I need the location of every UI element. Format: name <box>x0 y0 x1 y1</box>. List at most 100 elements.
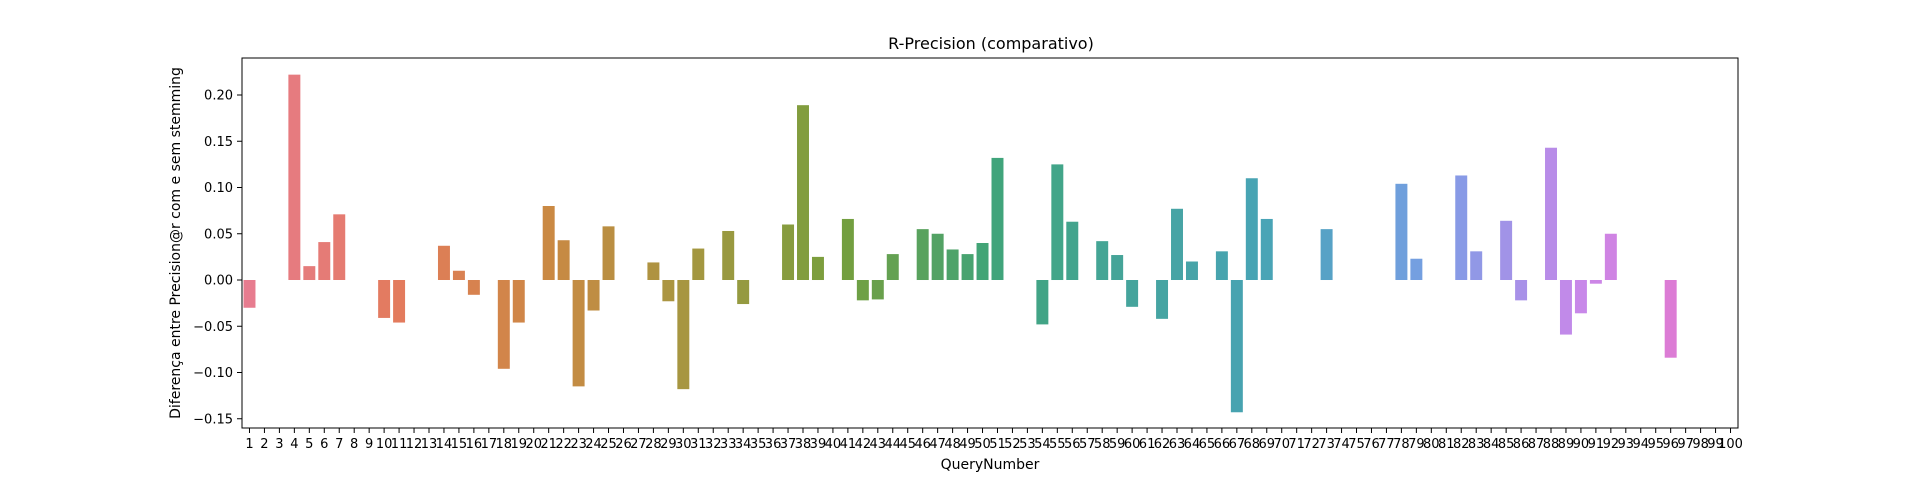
x-tick-label-92: 92 <box>1603 437 1620 452</box>
x-tick-label-35: 35 <box>750 437 767 452</box>
bar-query-47 <box>931 233 944 280</box>
x-tick-label-71: 71 <box>1288 437 1305 452</box>
x-tick-label-69: 69 <box>1258 437 1275 452</box>
x-axis: 1 2 3 4 5 6 7 8 9 1011121314151617181920212223242… <box>245 428 1743 452</box>
bar-query-92 <box>1604 233 1617 280</box>
x-tick-label-64: 64 <box>1184 437 1201 452</box>
bar-query-46 <box>916 229 929 281</box>
x-tick-label-2: 2 <box>260 437 268 452</box>
x-tick-label-44: 44 <box>884 437 901 452</box>
bar-query-39 <box>811 256 824 281</box>
bar-query-19 <box>512 280 525 323</box>
bar-query-54 <box>1036 280 1049 325</box>
bar-query-56 <box>1066 221 1079 280</box>
x-tick-label-32: 32 <box>705 437 722 452</box>
x-tick-label-25: 25 <box>600 437 617 452</box>
x-tick-label-60: 60 <box>1124 437 1141 452</box>
bar-query-21 <box>542 206 555 280</box>
x-tick-label-94: 94 <box>1632 437 1649 452</box>
x-tick-label-52: 52 <box>1004 437 1021 452</box>
x-tick-label-6: 6 <box>320 437 328 452</box>
x-tick-label-95: 95 <box>1647 437 1664 452</box>
bar-query-59 <box>1111 255 1124 280</box>
x-tick-label-43: 43 <box>870 437 887 452</box>
x-tick-label-62: 62 <box>1154 437 1171 452</box>
bar-query-28 <box>647 262 660 280</box>
y-tick-label: 0.15 <box>204 135 233 150</box>
bar-query-89 <box>1559 280 1572 335</box>
bar-query-18 <box>497 280 510 369</box>
bar-query-49 <box>961 254 974 280</box>
x-tick-label-39: 39 <box>810 437 827 452</box>
x-tick-label-96: 96 <box>1662 437 1679 452</box>
bar-query-34 <box>737 280 750 305</box>
chart-title: R-Precision (comparativo) <box>888 34 1094 53</box>
x-tick-label-85: 85 <box>1498 437 1515 452</box>
y-tick-label: −0.05 <box>193 320 233 335</box>
bar-query-33 <box>722 230 735 280</box>
bar-query-73 <box>1320 229 1333 281</box>
bar-query-25 <box>602 226 615 280</box>
bar-query-85 <box>1500 220 1513 280</box>
x-tick-label-28: 28 <box>645 437 662 452</box>
bar-query-1 <box>243 280 256 308</box>
bar-query-78 <box>1395 183 1408 280</box>
x-tick-label-66: 66 <box>1214 437 1231 452</box>
x-tick-label-30: 30 <box>675 437 692 452</box>
y-tick-label: −0.15 <box>193 412 233 427</box>
x-tick-label-24: 24 <box>585 437 602 452</box>
x-tick-label-91: 91 <box>1588 437 1605 452</box>
y-tick-label: −0.10 <box>193 366 233 381</box>
bar-query-66 <box>1215 251 1228 280</box>
bar-query-10 <box>378 280 391 318</box>
x-tick-label-48: 48 <box>944 437 961 452</box>
bar-query-64 <box>1185 261 1198 280</box>
y-axis: −0.15 −0.10 −0.05 0.00 0.05 0.10 0.15 0.20 <box>193 89 242 427</box>
x-tick-label-77: 77 <box>1378 437 1395 452</box>
x-tick-label-29: 29 <box>660 437 677 452</box>
y-axis-label: Diferença entre Precision@r com e sem st… <box>168 67 184 419</box>
bar-query-24 <box>587 280 600 311</box>
x-tick-label-20: 20 <box>525 437 542 452</box>
y-tick-label: 0.20 <box>204 89 233 104</box>
bar-query-31 <box>692 248 705 280</box>
x-tick-label-17: 17 <box>481 437 498 452</box>
x-tick-label-47: 47 <box>929 437 946 452</box>
bar-query-67 <box>1230 280 1243 413</box>
x-tick-label-21: 21 <box>540 437 557 452</box>
bar-query-68 <box>1245 178 1258 280</box>
x-tick-label-84: 84 <box>1483 437 1500 452</box>
bar-query-15 <box>452 270 465 280</box>
x-tick-label-98: 98 <box>1692 437 1709 452</box>
bar-query-22 <box>557 240 570 280</box>
x-tick-label-61: 61 <box>1139 437 1156 452</box>
x-tick-label-86: 86 <box>1513 437 1530 452</box>
x-tick-label-88: 88 <box>1543 437 1560 452</box>
bar-query-96 <box>1664 280 1677 358</box>
x-tick-label-38: 38 <box>795 437 812 452</box>
bars-group <box>243 74 1677 413</box>
x-tick-label-82: 82 <box>1453 437 1470 452</box>
x-tick-label-26: 26 <box>615 437 632 452</box>
bar-query-86 <box>1515 280 1528 301</box>
x-tick-label-5: 5 <box>305 437 313 452</box>
x-tick-label-100: 100 <box>1718 437 1743 452</box>
bar-query-48 <box>946 249 959 280</box>
x-tick-label-53: 53 <box>1019 437 1036 452</box>
x-tick-label-50: 50 <box>974 437 991 452</box>
x-tick-label-83: 83 <box>1468 437 1485 452</box>
x-tick-label-19: 19 <box>510 437 527 452</box>
plot-frame <box>241 57 1739 429</box>
bar-query-29 <box>662 280 675 302</box>
x-tick-label-67: 67 <box>1229 437 1246 452</box>
bar-query-83 <box>1470 251 1483 280</box>
x-tick-label-70: 70 <box>1273 437 1290 452</box>
bar-query-4 <box>288 74 301 281</box>
x-tick-label-72: 72 <box>1303 437 1320 452</box>
x-tick-label-23: 23 <box>570 437 587 452</box>
x-tick-label-33: 33 <box>720 437 737 452</box>
x-tick-label-65: 65 <box>1199 437 1216 452</box>
bar-query-37 <box>782 224 795 280</box>
bar-query-50 <box>976 243 989 280</box>
x-tick-label-63: 63 <box>1169 437 1186 452</box>
